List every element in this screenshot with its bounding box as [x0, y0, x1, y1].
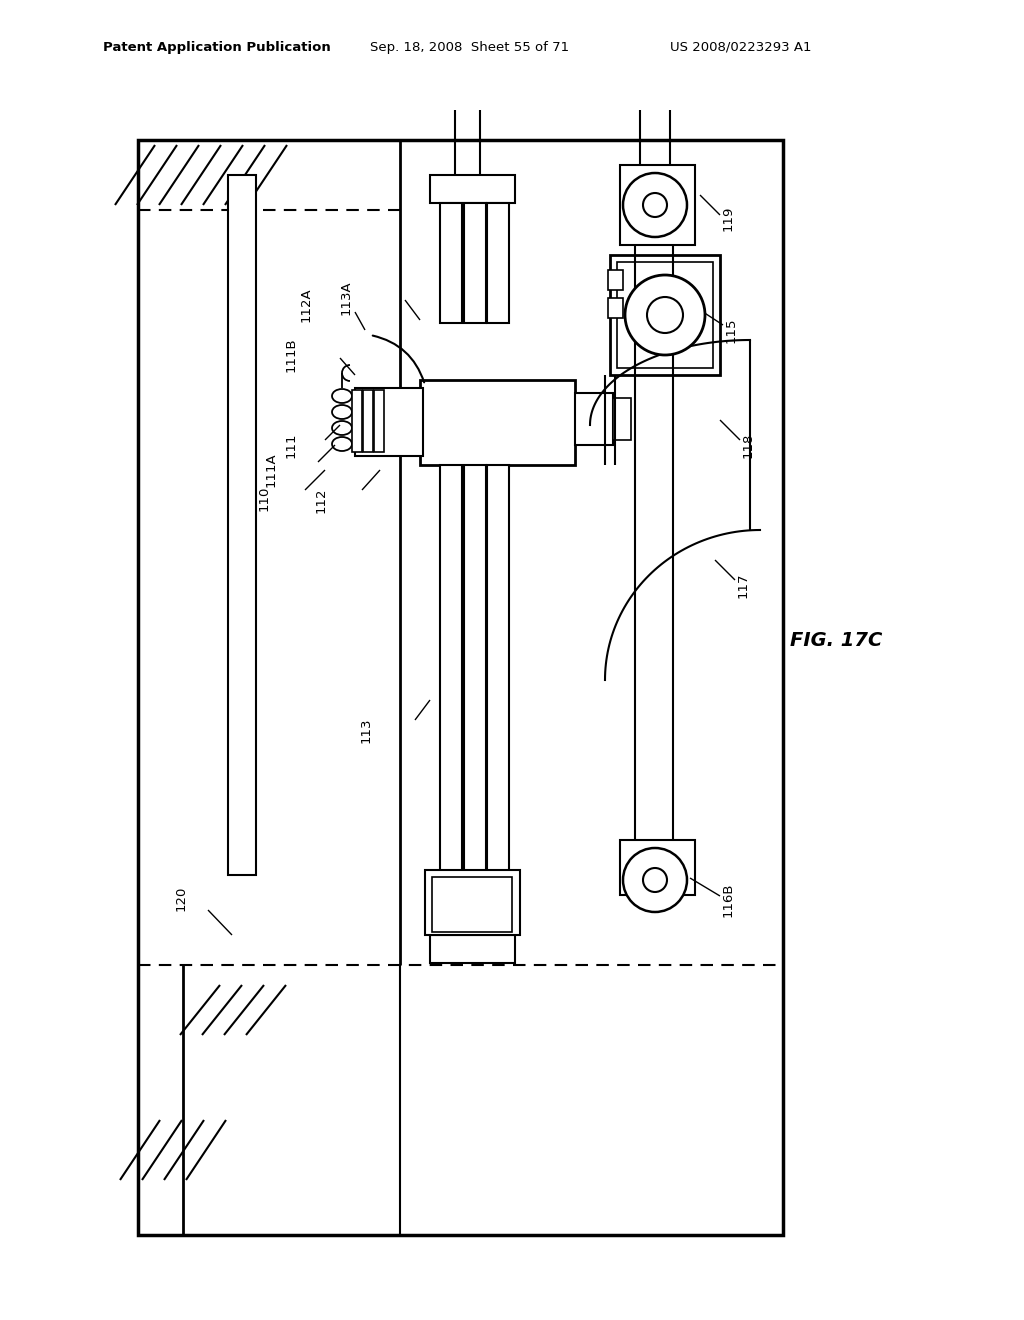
Text: 112A: 112A — [300, 288, 313, 322]
Bar — [464, 203, 486, 323]
Text: 112: 112 — [315, 487, 328, 512]
Text: US 2008/0223293 A1: US 2008/0223293 A1 — [670, 41, 811, 54]
Text: 117: 117 — [737, 573, 750, 598]
Text: Sep. 18, 2008  Sheet 55 of 71: Sep. 18, 2008 Sheet 55 of 71 — [370, 41, 569, 54]
Bar — [228, 176, 256, 875]
Bar — [608, 298, 623, 318]
Bar — [352, 389, 362, 451]
Circle shape — [647, 297, 683, 333]
Circle shape — [625, 275, 705, 355]
Circle shape — [623, 847, 687, 912]
Bar — [575, 393, 613, 445]
Text: 111B: 111B — [285, 338, 298, 372]
Text: 116B: 116B — [722, 883, 735, 917]
Bar — [420, 380, 575, 465]
Circle shape — [623, 173, 687, 238]
Bar — [617, 261, 713, 368]
Bar — [430, 935, 515, 964]
Bar — [608, 271, 623, 290]
Text: FIG. 17C: FIG. 17C — [790, 631, 883, 649]
Bar — [613, 399, 631, 440]
Text: 120: 120 — [175, 886, 188, 911]
Bar — [355, 388, 423, 455]
Text: 115: 115 — [725, 317, 738, 343]
Circle shape — [643, 193, 667, 216]
Bar — [487, 203, 509, 323]
Bar — [362, 389, 373, 451]
Bar — [487, 465, 509, 935]
Circle shape — [643, 869, 667, 892]
Text: 111A: 111A — [265, 453, 278, 487]
Bar — [432, 876, 512, 932]
Text: 113: 113 — [360, 717, 373, 743]
Bar — [610, 255, 720, 375]
Bar — [430, 176, 515, 203]
Text: 110: 110 — [258, 486, 271, 511]
Text: 113A: 113A — [340, 281, 353, 315]
Bar — [620, 165, 695, 246]
Text: 111: 111 — [285, 432, 298, 458]
Bar — [425, 870, 520, 935]
Text: 119: 119 — [722, 206, 735, 231]
Bar — [440, 203, 462, 323]
Bar — [620, 840, 695, 895]
Text: Patent Application Publication: Patent Application Publication — [103, 41, 331, 54]
Bar — [440, 465, 462, 935]
Text: 118: 118 — [742, 433, 755, 458]
Bar — [374, 389, 384, 451]
Bar — [464, 465, 486, 935]
Bar — [138, 140, 783, 1236]
